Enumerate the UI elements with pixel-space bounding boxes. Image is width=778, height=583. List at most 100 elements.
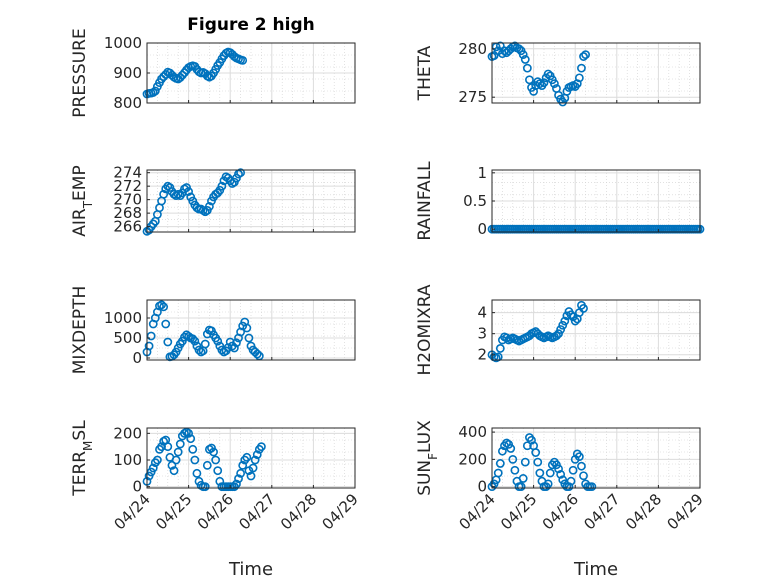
data-point xyxy=(163,337,173,347)
data-point xyxy=(167,460,177,470)
data-point xyxy=(516,482,526,492)
y-tick-label: 3 xyxy=(477,325,487,343)
data-point xyxy=(556,469,566,479)
data-point xyxy=(248,463,258,473)
data-point xyxy=(150,86,160,96)
data-point xyxy=(520,55,530,64)
data-point xyxy=(238,460,248,470)
data-point xyxy=(171,455,181,465)
data-point xyxy=(148,88,158,97)
data-point xyxy=(173,447,183,457)
data-point xyxy=(552,331,561,341)
data-point xyxy=(188,444,198,454)
data-point xyxy=(236,168,245,178)
x-tick-label: 04/27 xyxy=(580,490,623,533)
data-point xyxy=(184,187,193,196)
data-point xyxy=(234,474,243,484)
data-point xyxy=(194,345,204,355)
data-point xyxy=(144,341,154,351)
data-point xyxy=(535,468,545,478)
data-point xyxy=(497,446,507,456)
data-point xyxy=(161,319,171,329)
data-point xyxy=(148,463,158,473)
data-point xyxy=(531,448,541,457)
axes-frame xyxy=(491,42,701,104)
data-point xyxy=(493,468,503,478)
data-point xyxy=(495,344,505,353)
data-point xyxy=(159,189,169,199)
data-point xyxy=(579,304,588,313)
data-point xyxy=(520,457,530,467)
data-point xyxy=(581,50,590,60)
data-point xyxy=(157,300,166,310)
data-point xyxy=(525,75,534,85)
data-point xyxy=(577,63,586,73)
data-point xyxy=(560,316,570,326)
x-tick-label: 04/28 xyxy=(622,490,665,533)
axes-frame xyxy=(491,299,701,361)
data-point xyxy=(213,336,223,346)
data-point xyxy=(579,52,588,61)
data-point xyxy=(159,302,169,312)
x-tick-label: 04/25 xyxy=(497,490,540,533)
y-tick-label: 0 xyxy=(132,478,142,496)
x-tick-label: 04/24 xyxy=(111,490,154,533)
x-tick-label: 04/29 xyxy=(664,490,707,533)
axes-frame xyxy=(146,299,356,361)
data-point xyxy=(574,73,584,83)
x-axis-label: Time xyxy=(573,559,618,580)
y-axis-label: THETA xyxy=(415,45,435,101)
x-tick-label: 04/27 xyxy=(235,490,278,533)
y-tick-label: 266 xyxy=(113,218,142,236)
data-point xyxy=(244,333,254,343)
x-tick-label: 04/26 xyxy=(194,490,237,533)
y-axis-label: TERRMSL xyxy=(70,420,95,497)
data-point xyxy=(236,468,245,478)
data-point xyxy=(238,56,248,65)
data-point xyxy=(161,70,171,79)
data-point xyxy=(558,320,568,330)
data-point xyxy=(186,434,196,444)
data-point xyxy=(556,325,566,334)
data-point xyxy=(535,79,545,89)
y-tick-label: 200 xyxy=(113,424,142,442)
y-axis-label: RAINFALL xyxy=(415,161,435,241)
y-tick-label: 400 xyxy=(458,423,487,441)
y-tick-label: 1 xyxy=(477,164,487,182)
data-point xyxy=(252,349,262,359)
data-point xyxy=(518,50,528,60)
data-point xyxy=(177,70,187,80)
data-point xyxy=(518,474,528,483)
data-point xyxy=(246,471,256,481)
x-axis-label: Time xyxy=(228,559,273,580)
data-point xyxy=(252,450,262,460)
data-point xyxy=(184,428,193,438)
data-point xyxy=(209,447,218,457)
data-point xyxy=(200,339,210,349)
y-tick-label: 280 xyxy=(458,40,487,58)
data-point xyxy=(256,442,266,452)
figure-title: Figure 2 high xyxy=(187,15,315,35)
y-axis-label: H2OMIXRA xyxy=(415,284,435,375)
x-tick-label: 04/24 xyxy=(456,490,499,533)
data-point xyxy=(169,466,179,476)
x-tick-label: 04/25 xyxy=(152,490,195,533)
x-tick-label: 04/26 xyxy=(539,490,582,533)
x-tick-label: 04/29 xyxy=(319,490,362,533)
data-point xyxy=(562,311,572,321)
y-tick-label: 274 xyxy=(113,164,142,182)
y-tick-label: 4 xyxy=(477,304,487,322)
data-point xyxy=(533,457,543,467)
data-point xyxy=(522,441,532,451)
data-point xyxy=(508,454,518,464)
y-tick-label: 2 xyxy=(477,346,487,364)
data-point xyxy=(502,333,511,343)
data-point xyxy=(539,78,549,88)
data-point xyxy=(211,455,221,465)
data-point xyxy=(554,464,563,474)
data-point xyxy=(200,482,210,492)
y-tick-label: 272 xyxy=(113,177,142,195)
y-tick-label: 900 xyxy=(113,64,142,82)
data-point xyxy=(242,323,252,333)
data-point xyxy=(577,461,586,471)
